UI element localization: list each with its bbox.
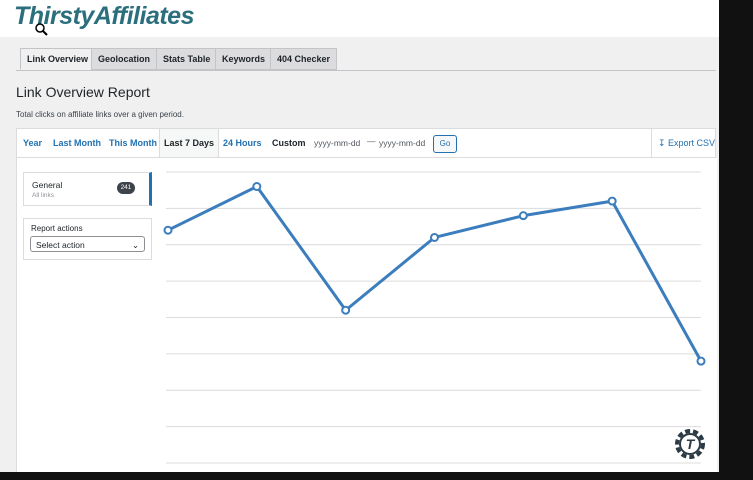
- data-point: [252, 182, 262, 192]
- range-link[interactable]: Last Month: [53, 138, 101, 148]
- export-button[interactable]: ↧ Export CSV: [651, 129, 717, 157]
- start-date-input[interactable]: yyyy-mm-dd: [314, 138, 361, 148]
- svg-text:T: T: [686, 436, 696, 452]
- page-title: Link Overview Report: [16, 84, 150, 100]
- logo: ThirstyAffiliates: [14, 2, 194, 30]
- select-caret: ⌄: [131, 240, 139, 250]
- tab-bar: Link Overview Geolocation Stats Table Ke…: [16, 48, 716, 71]
- content-panel: [16, 158, 717, 472]
- group-title: General: [32, 180, 63, 190]
- page-subtitle: Total clicks on affiliate links over a g…: [16, 110, 184, 119]
- actions-label: Report actions: [31, 224, 83, 233]
- data-point: [341, 305, 351, 315]
- chart: T: [163, 171, 706, 464]
- go-button[interactable]: Go: [433, 135, 457, 153]
- end-date-input[interactable]: yyyy-mm-dd: [379, 138, 426, 148]
- tab[interactable]: Keywords: [215, 48, 273, 70]
- range-link[interactable]: 24 Hours: [223, 138, 262, 148]
- data-line: [167, 185, 703, 362]
- range-link[interactable]: Last 7 Days: [159, 129, 220, 157]
- brand-icon: T: [675, 429, 705, 459]
- data-point: [696, 356, 706, 366]
- tab[interactable]: 404 Checker: [270, 48, 338, 70]
- data-point: [430, 232, 439, 242]
- custom-label: Custom: [272, 138, 306, 148]
- tab[interactable]: Stats Table: [156, 48, 218, 70]
- group-subtitle: All links: [32, 192, 55, 199]
- action-select[interactable]: Select action ⌄: [30, 236, 145, 252]
- link-group-card[interactable]: General All links 241: [23, 172, 152, 206]
- select-text: Select action: [36, 240, 85, 250]
- filter-bar: Year Last Month This Month Last 7 Days 2…: [16, 128, 716, 158]
- app-window: ThirstyAffiliates Link Overview Geolocat…: [0, 0, 719, 472]
- header: ThirstyAffiliates: [0, 0, 719, 37]
- date-separator: —: [367, 136, 376, 146]
- data-point: [607, 196, 617, 206]
- report-actions: Report actions Select action ⌄: [23, 218, 152, 260]
- data-point: [163, 225, 173, 235]
- range-link[interactable]: This Month: [109, 138, 157, 148]
- export-icon: ↧: [658, 138, 669, 148]
- range-link[interactable]: Year: [23, 138, 43, 148]
- export-label: Export CSV: [668, 138, 716, 148]
- tab[interactable]: Geolocation: [91, 48, 158, 70]
- zoom-cursor: [35, 23, 48, 36]
- data-point: [518, 211, 528, 221]
- count-badge: 241: [117, 182, 135, 194]
